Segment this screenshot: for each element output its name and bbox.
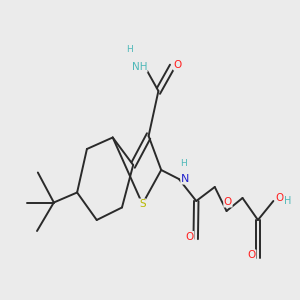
Text: S: S bbox=[139, 199, 146, 209]
Text: O: O bbox=[275, 194, 284, 203]
Text: N: N bbox=[181, 174, 189, 184]
Text: H: H bbox=[126, 46, 133, 55]
Text: NH: NH bbox=[132, 62, 147, 72]
Text: O: O bbox=[224, 197, 232, 207]
Text: O: O bbox=[174, 60, 182, 70]
Text: H: H bbox=[284, 196, 292, 206]
Text: H: H bbox=[180, 160, 187, 169]
Text: O: O bbox=[185, 232, 194, 242]
Text: O: O bbox=[248, 250, 256, 260]
